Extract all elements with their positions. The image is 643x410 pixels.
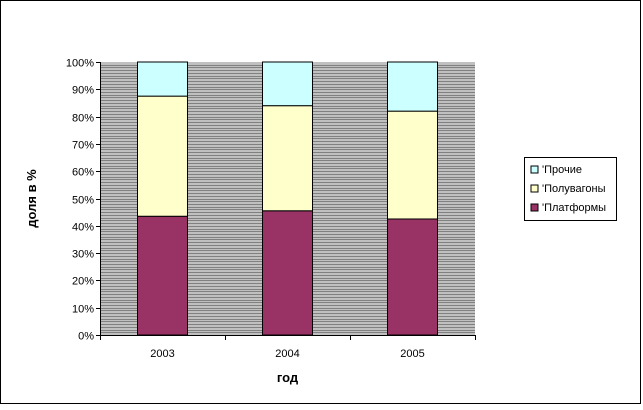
bar-group xyxy=(137,61,438,336)
y-tick-label: 80% xyxy=(72,113,94,125)
bar-segment-2004-1 xyxy=(262,210,313,336)
y-tick-label: 20% xyxy=(72,276,94,288)
legend-swatch xyxy=(530,203,539,212)
legend-box xyxy=(524,157,617,221)
bar-segment-2004-3 xyxy=(262,61,313,107)
y-tick-label: 30% xyxy=(72,249,94,261)
bar-segment-2003-1 xyxy=(137,215,188,336)
x-tick-labels: 2003 2004 2005 xyxy=(150,348,424,360)
x-axis-label: год xyxy=(277,370,299,385)
legend-label: 'Платформы xyxy=(542,202,606,214)
bar-segment-2005-3 xyxy=(387,61,438,112)
legend-swatch xyxy=(530,184,539,193)
y-tick-label: 100% xyxy=(66,58,94,70)
legend-swatch xyxy=(530,165,539,174)
bar-segment-2005-1 xyxy=(387,218,438,336)
axes xyxy=(96,62,476,340)
x-tick-label: 2003 xyxy=(150,348,174,360)
x-tick-label: 2004 xyxy=(275,348,299,360)
legend-label: 'Полувагоны xyxy=(542,183,606,195)
bar-segment-2003-2 xyxy=(137,95,188,217)
y-tick-label: 10% xyxy=(72,304,94,316)
y-tick-labels: 0% 10% 20% 30% 40% 50% 60% 70% 80% 90% 100% xyxy=(66,58,94,343)
y-tick-label: 50% xyxy=(72,195,94,207)
bar-segment-2004-2 xyxy=(262,105,313,212)
y-tick-label: 90% xyxy=(72,85,94,97)
y-tick-label: 70% xyxy=(72,140,94,152)
legend: 'Прочие 'Полувагоны 'Платформы xyxy=(524,157,617,221)
y-tick-label: 0% xyxy=(78,331,94,343)
y-tick-label: 60% xyxy=(72,167,94,179)
y-axis-label: доля в % xyxy=(24,169,39,228)
bar-segment-2005-2 xyxy=(387,110,438,220)
x-tick-label: 2005 xyxy=(400,348,424,360)
bar-segment-2003-3 xyxy=(137,61,188,97)
legend-label: 'Прочие xyxy=(542,164,582,176)
y-tick-label: 40% xyxy=(72,222,94,234)
